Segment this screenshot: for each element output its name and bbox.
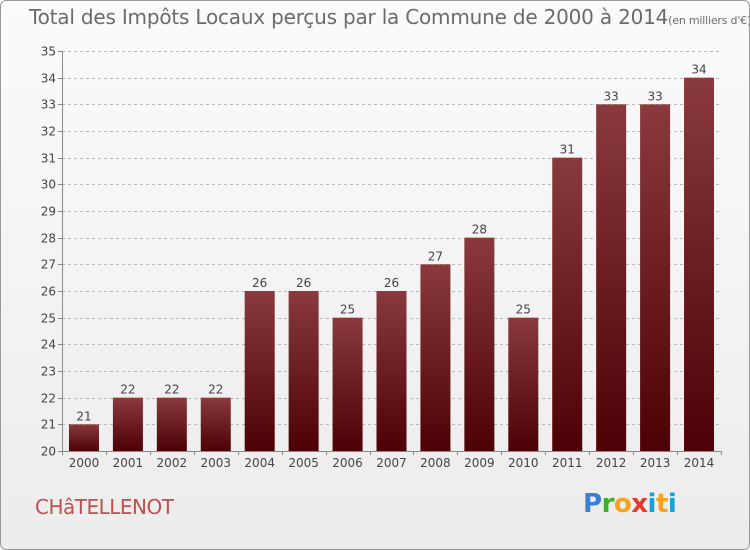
data-label: 22 <box>120 383 135 397</box>
bar <box>112 397 143 451</box>
data-label: 26 <box>384 276 399 290</box>
chart-unit: (en milliers d'€) <box>668 14 750 27</box>
y-tick-label: 20 <box>41 445 56 459</box>
x-tick-label: 2012 <box>596 456 627 470</box>
commune-name: CHâTELLENOT <box>35 495 174 519</box>
y-tick-label: 21 <box>41 418 56 432</box>
y-axis-ticks: 20 21 22 23 24 25 26 27 28 29 30 31 32 33 34 35 <box>41 45 62 459</box>
x-axis-ticks: 2000 2001 2002 2003 2004 2005 2006 2007 2008 2009… <box>62 451 722 470</box>
y-tick-label: 31 <box>41 152 56 166</box>
bar <box>464 237 495 451</box>
bars <box>68 77 715 452</box>
bar <box>420 264 451 451</box>
bar <box>68 424 99 451</box>
y-tick-label: 22 <box>41 392 56 406</box>
bar <box>376 291 407 451</box>
y-tick-label: 35 <box>41 45 56 59</box>
data-label: 21 <box>76 409 91 423</box>
bar <box>200 397 231 451</box>
logo-letter: i <box>667 489 677 519</box>
data-label: 33 <box>604 89 619 103</box>
x-tick-label: 2008 <box>420 456 451 470</box>
y-tick-label: 28 <box>41 232 56 246</box>
data-label: 28 <box>472 223 487 237</box>
proxiti-logo: Proxiti <box>583 489 677 519</box>
bar <box>640 104 671 451</box>
bar <box>552 157 583 451</box>
x-tick-label: 2002 <box>157 456 188 470</box>
data-label: 25 <box>516 303 531 317</box>
data-label: 25 <box>340 303 355 317</box>
bar <box>596 104 627 451</box>
logo-letter: x <box>631 489 648 519</box>
y-tick-label: 24 <box>41 338 56 352</box>
y-tick-label: 30 <box>41 178 56 192</box>
x-tick-label: 2005 <box>288 456 319 470</box>
logo-letter: t <box>655 489 668 519</box>
logo-letter: i <box>647 489 657 519</box>
x-tick-label: 2001 <box>113 456 144 470</box>
chart-title: Total des Impôts Locaux perçus par la Co… <box>1 5 750 29</box>
y-tick-label: 23 <box>41 365 56 379</box>
axes <box>62 51 721 452</box>
data-labels: 21 22 22 22 26 26 25 26 27 28 25 31 33 33 34 <box>76 63 706 424</box>
y-tick-label: 32 <box>41 125 56 139</box>
x-tick-label: 2013 <box>640 456 671 470</box>
data-label: 26 <box>252 276 267 290</box>
data-label: 27 <box>428 249 443 263</box>
chart-title-text: Total des Impôts Locaux perçus par la Co… <box>29 5 669 29</box>
logo-letter: P <box>583 489 602 519</box>
x-tick-label: 2009 <box>464 456 495 470</box>
bar <box>332 317 363 451</box>
y-tick-label: 27 <box>41 258 56 272</box>
x-tick-label: 2006 <box>332 456 363 470</box>
bar <box>508 317 539 451</box>
bar <box>244 291 275 451</box>
y-tick-label: 33 <box>41 98 56 112</box>
y-tick-label: 34 <box>41 72 56 86</box>
bar <box>156 397 187 451</box>
x-tick-label: 2011 <box>552 456 583 470</box>
x-tick-label: 2014 <box>684 456 715 470</box>
x-tick-label: 2004 <box>244 456 275 470</box>
y-tick-label: 25 <box>41 312 56 326</box>
x-tick-label: 2000 <box>69 456 100 470</box>
data-label: 26 <box>296 276 311 290</box>
x-tick-label: 2010 <box>508 456 539 470</box>
logo-letter: o <box>613 489 632 519</box>
logo-letter: r <box>601 489 615 519</box>
data-label: 31 <box>560 143 575 157</box>
y-tick-label: 29 <box>41 205 56 219</box>
data-label: 22 <box>208 383 223 397</box>
x-tick-label: 2003 <box>200 456 231 470</box>
data-label: 33 <box>647 89 662 103</box>
bar <box>684 77 715 452</box>
data-label: 22 <box>164 383 179 397</box>
data-label: 34 <box>691 63 706 77</box>
x-tick-label: 2007 <box>376 456 407 470</box>
y-tick-label: 26 <box>41 285 56 299</box>
bar <box>288 291 319 451</box>
